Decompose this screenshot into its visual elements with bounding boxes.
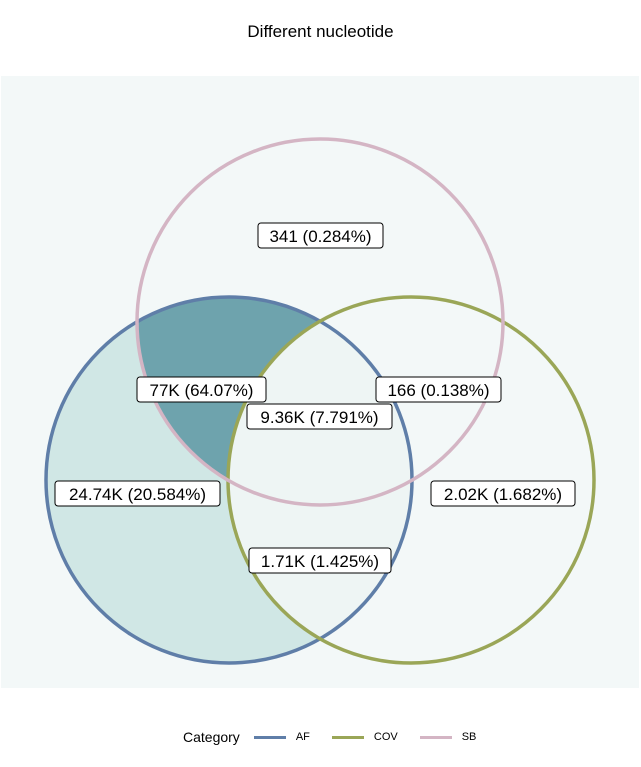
svg-text:341 (0.284%): 341 (0.284%): [269, 227, 371, 246]
svg-text:2.02K (1.682%): 2.02K (1.682%): [444, 485, 562, 504]
legend-swatch-cov: [331, 735, 364, 739]
chart-title: Different nucleotide: [247, 22, 394, 41]
legend-swatch-sb: [419, 735, 452, 739]
legend: Category AF COV SB: [183, 727, 498, 747]
region-label-af-only: 24.74K (20.584%): [54, 480, 221, 507]
legend-title: Category: [183, 729, 240, 745]
svg-text:77K (64.07%): 77K (64.07%): [150, 381, 254, 400]
svg-text:24.74K (20.584%): 24.74K (20.584%): [69, 485, 206, 504]
region-label-cov-only: 2.02K (1.682%): [430, 480, 576, 507]
region-label-cov-sb: 166 (0.138%): [375, 376, 502, 403]
legend-label-cov: COV: [373, 731, 398, 743]
legend-item-af: AF: [253, 731, 310, 743]
region-label-af-sb: 77K (64.07%): [136, 376, 267, 403]
region-label-af-cov: 1.71K (1.425%): [248, 547, 392, 574]
svg-text:166 (0.138%): 166 (0.138%): [387, 381, 489, 400]
svg-text:1.71K (1.425%): 1.71K (1.425%): [261, 552, 379, 571]
legend-item-sb: SB: [419, 731, 477, 743]
region-label-sb-only: 341 (0.284%): [257, 222, 384, 249]
legend-item-cov: COV: [331, 731, 398, 743]
svg-text:9.36K (7.791%): 9.36K (7.791%): [260, 408, 378, 427]
set-circle-sb: [135, 137, 505, 507]
legend-label-af: AF: [295, 731, 310, 743]
legend-swatch-af: [253, 735, 286, 739]
region-label-af-cov-sb: 9.36K (7.791%): [246, 403, 393, 430]
legend-label-sb: SB: [461, 731, 477, 743]
